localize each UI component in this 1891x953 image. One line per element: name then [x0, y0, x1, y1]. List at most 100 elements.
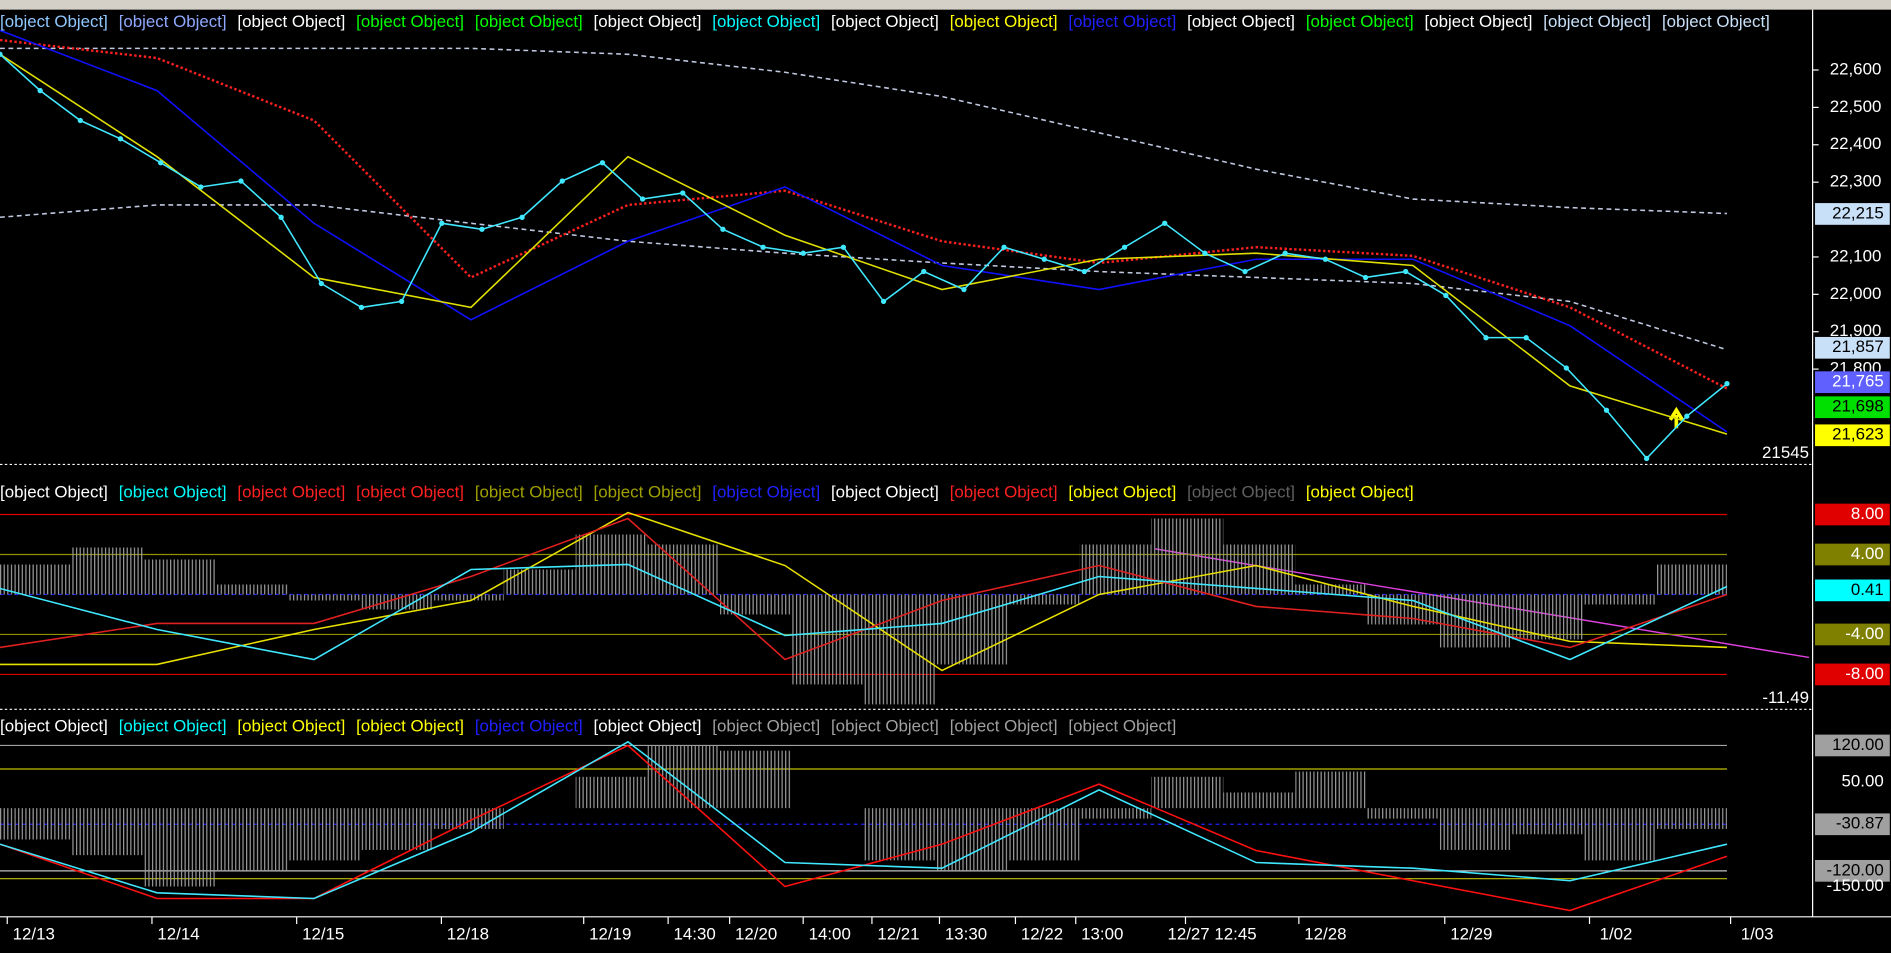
value-tag — [1815, 543, 1890, 566]
price-dot — [398, 298, 405, 305]
header-item: [object Object] — [475, 717, 583, 736]
histogram-bar — [1151, 776, 1224, 809]
price-dot — [1443, 292, 1449, 299]
value-tag — [1815, 503, 1890, 526]
series-line — [0, 740, 1728, 900]
series-line — [0, 53, 1728, 460]
header-item: [object Object] — [831, 717, 939, 736]
x-tick-label: 12/19 — [589, 924, 631, 943]
x-tick-label: 12/21 — [877, 924, 919, 943]
histogram-bar — [1223, 792, 1296, 809]
histogram-bar — [1295, 584, 1368, 595]
histogram-bar — [863, 594, 936, 705]
header-item: [object Object] — [1187, 483, 1295, 502]
x-tick-label: 12/28 — [1304, 924, 1346, 943]
histogram-bar — [575, 776, 648, 809]
value-tag — [1815, 579, 1890, 602]
price-dot — [961, 286, 967, 293]
price-dot — [1724, 381, 1730, 387]
header-item: [object Object] — [594, 483, 702, 502]
header-item: [object Object] — [356, 483, 464, 502]
y-tick-label: 22,600 — [1830, 59, 1882, 78]
header-item: [object Object] — [1306, 483, 1414, 502]
header-item: [object Object] — [1068, 717, 1176, 736]
price-dot — [1322, 256, 1329, 262]
price-dot — [880, 298, 887, 305]
y-tick-label: 22,300 — [1830, 172, 1882, 191]
header-item: [object Object] — [1068, 12, 1176, 31]
value-tag-label: 4.00 — [1851, 544, 1884, 563]
header-item: [object Object] — [1068, 483, 1176, 502]
value-tag-label: 50.00 — [1842, 771, 1884, 790]
header-item: [object Object] — [1306, 12, 1414, 31]
price-dot — [680, 190, 686, 196]
histogram-bar — [143, 808, 216, 887]
value-tag-label: 21,623 — [1832, 425, 1884, 444]
x-tick-label: 12/18 — [447, 924, 489, 943]
histogram-bar — [1583, 594, 1656, 605]
toolbar-strip[interactable] — [0, 0, 1891, 10]
histogram-bar — [215, 808, 288, 871]
price-dot — [318, 280, 324, 287]
header-item: [object Object] — [950, 483, 1058, 502]
histogram-bar — [1439, 808, 1512, 850]
price-dot — [238, 178, 244, 184]
x-tick-label: 12/20 — [735, 924, 777, 943]
header-item: [object Object] — [712, 717, 820, 736]
header-item: [object Object] — [1187, 12, 1295, 31]
price-dot — [1362, 274, 1369, 281]
panel-header: [object Object] [object Object] [object Ob… — [0, 12, 1770, 31]
value-tag-label: 120.00 — [1832, 735, 1884, 754]
header-item: [object Object] — [119, 12, 227, 31]
header-item: [object Object] — [237, 12, 345, 31]
header-item: [object Object] — [1662, 12, 1770, 31]
value-tag-label: 21,857 — [1832, 337, 1884, 356]
histogram-bar — [719, 750, 792, 809]
price-dot — [800, 250, 806, 256]
x-tick-label: 14:30 — [674, 924, 716, 943]
header-item: [object Object] — [712, 12, 820, 31]
floor-label: 21545 — [1762, 443, 1809, 462]
price-dot — [519, 214, 525, 220]
x-tick-label: 13:30 — [945, 924, 987, 943]
price-dot — [639, 196, 646, 202]
series-line — [0, 47, 1728, 215]
histogram-bar — [1583, 808, 1656, 861]
x-tick-label: 12/27 12:45 — [1167, 924, 1256, 943]
value-tag-label: -30.87 — [1836, 814, 1884, 833]
value-tag-label: 0.41 — [1851, 580, 1884, 599]
series-line — [0, 53, 1728, 435]
value-tag — [1815, 663, 1890, 686]
histogram-bar — [0, 564, 72, 595]
value-tag — [1815, 859, 1890, 882]
price-dot — [1162, 220, 1168, 226]
histogram-bar — [1511, 808, 1584, 835]
header-item: [object Object] — [356, 12, 464, 31]
histogram-bar — [935, 594, 1008, 665]
value-tag-label: 22,215 — [1832, 203, 1884, 222]
histogram-bar — [287, 808, 360, 861]
price-dot — [37, 87, 43, 94]
header-item: [object Object] — [356, 717, 464, 736]
price-dot — [559, 178, 565, 184]
series-line — [0, 511, 1728, 672]
series-line — [0, 29, 1728, 433]
histogram-bar — [791, 594, 864, 685]
histogram-bar — [1007, 808, 1080, 861]
histogram-bar — [1655, 564, 1727, 595]
price-dot — [1282, 250, 1288, 256]
histogram-bar — [71, 547, 144, 595]
panel-header: [object Object] [object Object] [object Ob… — [0, 483, 1414, 502]
value-tag-label: -8.00 — [1845, 664, 1883, 683]
y-tick-label: 21,900 — [1830, 321, 1882, 340]
header-item: [object Object] — [0, 717, 108, 736]
price-dot — [1041, 256, 1047, 262]
histogram-bar — [1007, 594, 1080, 605]
price-dot — [599, 160, 606, 166]
x-tick-label: 12/22 — [1021, 924, 1063, 943]
histogram-bar — [1511, 594, 1584, 640]
histogram-bar — [863, 808, 936, 861]
header-item: [object Object] — [475, 12, 583, 31]
price-dot — [1684, 413, 1690, 419]
